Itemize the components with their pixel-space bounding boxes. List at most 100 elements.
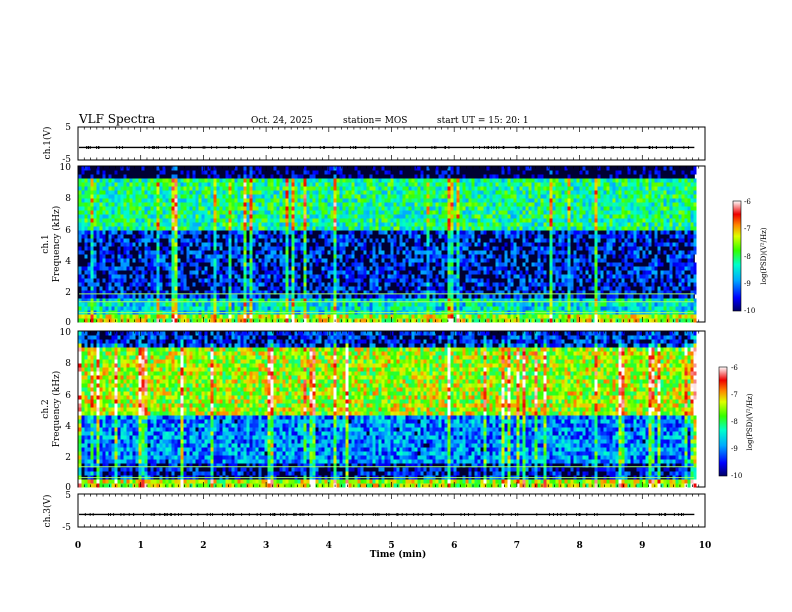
spectrogram-cell — [459, 250, 463, 255]
spectrogram-cell — [291, 174, 295, 179]
spectrogram-cell — [519, 230, 523, 235]
spectrogram-cell — [219, 202, 223, 207]
spectrogram-cell — [96, 194, 100, 199]
spectrogram-cell — [102, 226, 106, 231]
spectrogram-cell — [243, 294, 247, 299]
spectrogram-cell — [348, 254, 352, 259]
spectrogram-cell — [351, 182, 355, 187]
spectrogram-cell — [384, 282, 388, 287]
spectrogram-cell — [192, 222, 196, 227]
spectrogram-cell — [375, 178, 379, 183]
spectrogram-cell — [510, 218, 514, 223]
spectrogram-cell — [360, 186, 364, 191]
spectrogram-cell — [138, 318, 142, 323]
spectrogram-cell — [462, 298, 466, 303]
spectrogram-cell — [432, 314, 436, 319]
spectrogram-cell — [159, 186, 163, 191]
spectrogram-cell — [465, 290, 469, 295]
spectrogram-cell — [417, 314, 421, 319]
spectrogram-cell — [453, 250, 457, 255]
spectrogram-cell — [411, 314, 415, 319]
spectrogram-cell — [231, 194, 235, 199]
spectrogram-cell — [237, 314, 241, 319]
spectrogram-cell — [108, 266, 112, 271]
spectrogram-cell — [156, 230, 160, 235]
spectrogram-cell — [147, 214, 151, 219]
spectrogram-cell — [177, 202, 181, 207]
spectrogram-cell — [78, 246, 82, 251]
spectrogram-cell — [315, 298, 319, 303]
spectrogram-cell — [339, 190, 343, 195]
spectrogram-cell — [444, 186, 448, 191]
spectrogram-cell — [492, 246, 496, 251]
spectrogram-cell — [525, 314, 529, 319]
spectrogram-cell — [180, 190, 184, 195]
spectrogram-cell — [381, 274, 385, 279]
spectrogram-cell — [324, 218, 328, 223]
spectrogram-cell — [300, 178, 304, 183]
spectrogram-cell — [396, 210, 400, 215]
spectrogram-cell — [321, 234, 325, 239]
spectrogram-cell — [234, 194, 238, 199]
spectrogram-cell — [147, 238, 151, 243]
spectrogram-cell — [351, 274, 355, 279]
spectrogram-cell — [345, 270, 349, 275]
spectrogram-cell — [390, 294, 394, 299]
spectrogram-cell — [423, 198, 427, 203]
spectrogram-cell — [408, 230, 412, 235]
spectrogram-cell — [327, 274, 331, 279]
spectrogram-cell — [168, 306, 172, 311]
spectrogram-cell — [150, 302, 154, 307]
spectrogram-cell — [186, 170, 190, 175]
spectrogram-cell — [165, 274, 169, 279]
spectrogram-cell — [141, 166, 145, 171]
spectrogram-cell — [300, 258, 304, 263]
spectrogram-cell — [336, 190, 340, 195]
spectrogram-cell — [486, 246, 490, 251]
spectrogram-cell — [249, 194, 253, 199]
spectrogram-cell — [216, 314, 220, 319]
spectrogram-cell — [489, 314, 493, 319]
spectrogram-cell — [261, 302, 265, 307]
spectrogram-cell — [258, 282, 262, 287]
spectrogram-cell — [117, 214, 121, 219]
spectrogram-cell — [240, 190, 244, 195]
spectrogram-cell — [81, 198, 85, 203]
spectrogram-cell — [90, 206, 94, 211]
spectrogram-cell — [444, 298, 448, 303]
spectrogram-cell — [231, 170, 235, 175]
spectrogram-cell — [306, 290, 310, 295]
spectrogram-cell — [516, 166, 520, 171]
spectrogram-cell — [456, 294, 460, 299]
spectrogram-cell — [126, 230, 130, 235]
spectrogram-cell — [363, 198, 367, 203]
spectrogram-cell — [432, 294, 436, 299]
spectrogram-cell — [351, 218, 355, 223]
spectrogram-cell — [174, 214, 178, 219]
spectrogram-cell — [267, 286, 271, 291]
spectrogram-cell — [207, 174, 211, 179]
spectrogram-cell — [468, 218, 472, 223]
spectrogram-cell — [339, 182, 343, 187]
spectrogram-cell — [225, 258, 229, 263]
spectrogram-cell — [504, 270, 508, 275]
spectrogram-cell — [249, 226, 253, 231]
spectrogram-cell — [162, 190, 166, 195]
spectrogram-cell — [240, 262, 244, 267]
spectrogram-cell — [84, 186, 88, 191]
spectrogram-cell — [333, 218, 337, 223]
spectrogram-cell — [207, 238, 211, 243]
spectrogram-cell — [111, 194, 115, 199]
spectrogram-cell — [477, 242, 481, 247]
spectrogram-cell — [87, 182, 91, 187]
spectrogram-cell — [141, 274, 145, 279]
spectrogram-cell — [336, 214, 340, 219]
spectrogram-cell — [429, 286, 433, 291]
spectrogram-cell — [507, 190, 511, 195]
spectrogram-cell — [189, 214, 193, 219]
spectrogram-cell — [336, 198, 340, 203]
spectrogram-cell — [183, 294, 187, 299]
spectrogram-cell — [429, 178, 433, 183]
spectrogram-cell — [378, 246, 382, 251]
spectrogram-cell — [420, 222, 424, 227]
